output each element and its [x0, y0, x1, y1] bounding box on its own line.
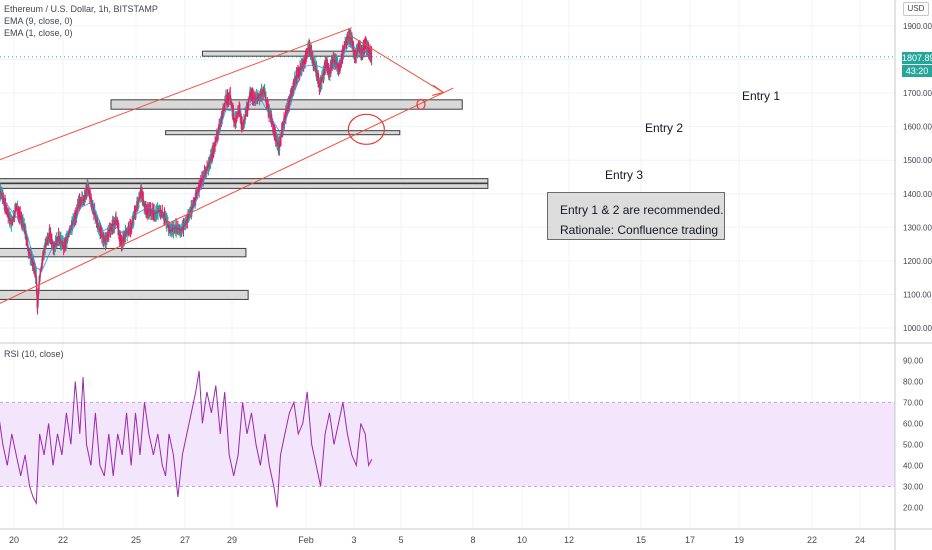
- x-tick-label: 12: [564, 535, 574, 545]
- entry2-circle: [347, 113, 385, 145]
- trend-lines: [0, 27, 454, 304]
- x-tick-label: Feb: [298, 535, 314, 545]
- y-tick-label: 1700.00: [903, 89, 932, 98]
- symbol-legend: Ethereum / U.S. Dollar, 1h, BITSTAMP: [4, 4, 158, 14]
- x-tick-label: 29: [227, 535, 237, 545]
- zone-entry3-upper: [0, 178, 489, 184]
- rsi-y-tick-label: 70.00: [903, 398, 924, 407]
- x-tick-label: 24: [855, 535, 865, 545]
- x-tick-label: 20: [9, 535, 19, 545]
- rsi-y-tick-label: 30.00: [903, 482, 924, 491]
- entry3-label: Entry 3: [605, 168, 643, 182]
- y-tick-label: 1600.00: [903, 123, 932, 132]
- x-tick-label: 17: [685, 535, 695, 545]
- rsi-y-tick-label: 50.00: [903, 440, 924, 449]
- ema1-line: [0, 35, 373, 308]
- x-tick-label: 10: [517, 535, 527, 545]
- bar-countdown: 43:20: [902, 65, 932, 77]
- entry2-label: Entry 2: [645, 121, 683, 135]
- x-tick-label: 8: [470, 535, 475, 545]
- x-tick-label: 3: [351, 535, 356, 545]
- entry1-circle: [416, 98, 426, 111]
- rsi-legend: RSI (10, close): [4, 349, 64, 359]
- strategy-note-box: Entry 1 & 2 are recommended. Rationale: …: [547, 192, 725, 240]
- projection: [348, 33, 444, 93]
- rsi-y-tick-label: 80.00: [903, 377, 924, 386]
- projection-arrowhead: [432, 84, 445, 97]
- x-tick-label: 19: [734, 535, 744, 545]
- y-tick-label: 1500.00: [903, 156, 932, 165]
- x-tick-label: 25: [131, 535, 141, 545]
- rsi-pane: RSI (10, close): [0, 349, 895, 508]
- note-line-1: Entry 1 & 2 are recommended.: [560, 203, 724, 217]
- y-tick-label: 1000.00: [903, 324, 932, 333]
- currency-button[interactable]: USD: [903, 2, 929, 16]
- rsi-y-tick-label: 20.00: [903, 503, 924, 512]
- y-tick-label: 1400.00: [903, 190, 932, 199]
- ema9-legend: EMA (9, close, 0): [4, 16, 73, 26]
- zone-1100: [0, 289, 249, 300]
- entry-labels: Entry 1 Entry 2 Entry 3: [605, 89, 780, 182]
- rsi-y-tick-label: 90.00: [903, 356, 924, 365]
- rsi-y-tick-label: 60.00: [903, 419, 924, 428]
- y-tick-label: 1900.00: [903, 22, 932, 31]
- channel-lower: [0, 87, 454, 304]
- ema9-line: [0, 45, 373, 272]
- ema1-legend: EMA (1, close, 0): [4, 28, 73, 38]
- rsi-line: [0, 370, 373, 508]
- x-tick-label: 22: [807, 535, 817, 545]
- rsi-y-tick-label: 40.00: [903, 461, 924, 470]
- zone-1230: [0, 247, 247, 258]
- y-tick-label: 1100.00: [903, 290, 932, 299]
- entry1-label: Entry 1: [742, 89, 780, 103]
- x-tick-label: 27: [180, 535, 190, 545]
- last-price-tag: 1807.89: [902, 52, 932, 64]
- rsi-band: [0, 402, 895, 487]
- note-line-2: Rationale: Confluence trading: [560, 223, 719, 237]
- y-tick-label: 1300.00: [903, 223, 932, 232]
- channel-upper: [0, 27, 353, 161]
- support-resistance-zones: [0, 50, 489, 300]
- x-tick-label: 5: [398, 535, 403, 545]
- x-tick-label: 15: [636, 535, 646, 545]
- y-tick-label: 1200.00: [903, 257, 932, 266]
- x-tick-label: 22: [58, 535, 68, 545]
- price-series: [0, 28, 895, 315]
